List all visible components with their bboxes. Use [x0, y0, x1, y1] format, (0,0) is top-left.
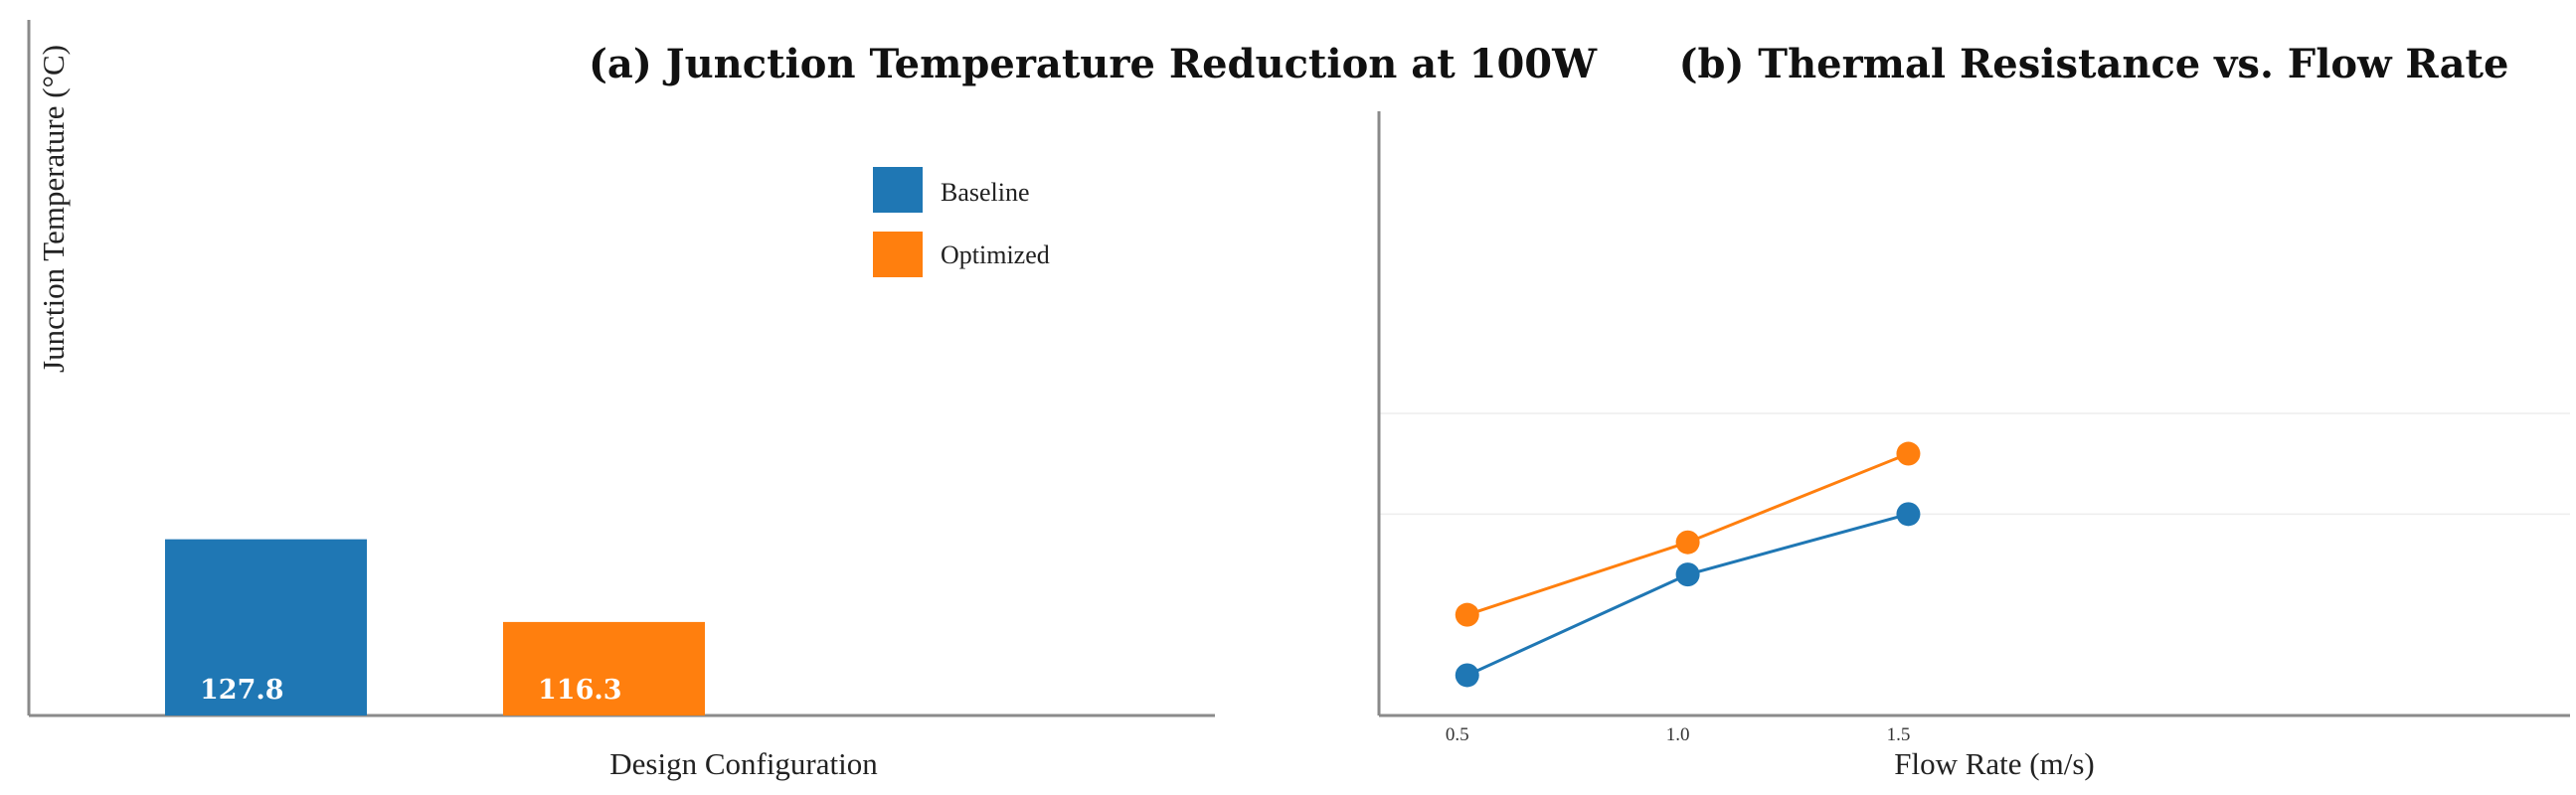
- legend-swatch-optimized: [873, 232, 923, 277]
- bar-value-label-optimized: 116.3: [538, 675, 622, 706]
- legend-label-optimized: Optimized: [941, 240, 1050, 269]
- point-optimized-1: [1675, 530, 1700, 555]
- point-optimized-2: [1896, 441, 1921, 466]
- panel-a-title: (a) Junction Temperature Reduction at 10…: [589, 41, 1598, 87]
- panel-a-y-axis-label: Junction Temperature (°C): [36, 45, 71, 373]
- bar-optimized: [503, 621, 705, 716]
- panel-b-title: (b) Thermal Resistance vs. Flow Rate: [1679, 41, 2509, 87]
- point-baseline-0: [1455, 663, 1479, 688]
- panel-a-legend: Baseline Optimized: [873, 167, 1050, 277]
- bar-baseline: [165, 539, 367, 716]
- panel-a: (a) Junction Temperature Reduction at 10…: [27, 20, 1598, 781]
- panel-a-bars: 127.8 116.3: [165, 539, 705, 716]
- point-baseline-2: [1896, 502, 1921, 527]
- point-baseline-1: [1675, 562, 1700, 587]
- panel-b-x-ticks: 0.5 1.0 1.5: [1446, 724, 1910, 745]
- legend-swatch-baseline: [873, 167, 923, 213]
- x-tick-label-1: 1.0: [1666, 724, 1690, 745]
- panel-b-x-axis-label: Flow Rate (m/s): [1894, 746, 2095, 781]
- bar-value-label-baseline: 127.8: [200, 675, 284, 706]
- panel-b-gridlines: [1379, 412, 2570, 516]
- x-tick-label-0: 0.5: [1446, 724, 1469, 745]
- legend-label-baseline: Baseline: [941, 178, 1030, 207]
- point-optimized-0: [1455, 602, 1479, 627]
- x-tick-label-2: 1.5: [1887, 724, 1911, 745]
- panel-b-series: [1455, 441, 1921, 688]
- panel-b: (b) Thermal Resistance vs. Flow Rate 0.5…: [1377, 41, 2570, 781]
- panel-a-x-axis-label: Design Configuration: [609, 746, 878, 781]
